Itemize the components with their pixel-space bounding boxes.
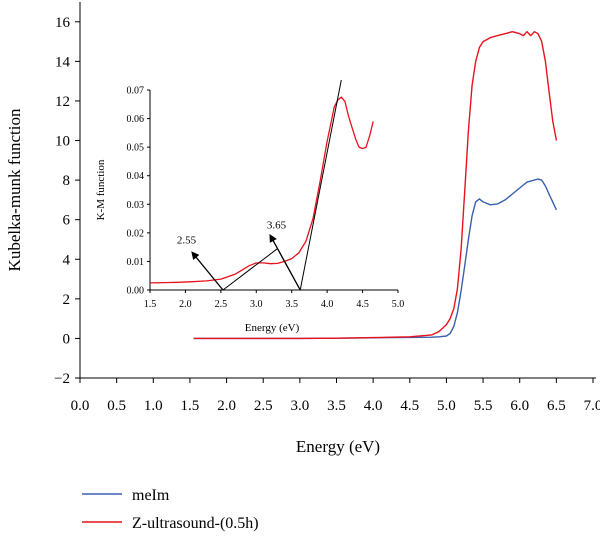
main-x-tick-label: 5.0 xyxy=(437,398,456,414)
main-x-tick-label: 4.0 xyxy=(364,398,383,414)
main-x-tick-label: 0.5 xyxy=(107,398,126,414)
main-y-tick-label: 4 xyxy=(63,252,71,268)
inset-x-ticks: 1.5 2.0 2.5 3.0 3.5 4.0 4.5 5.0 xyxy=(144,290,405,310)
main-x-tick-label: 2.5 xyxy=(254,398,273,414)
inset-y-tick-label: 0.03 xyxy=(127,200,145,211)
inset-x-tick-label: 2.5 xyxy=(215,299,228,310)
main-y-ticks: −2 0 2 4 6 8 10 12 14 16 xyxy=(54,15,80,387)
main-y-axis-label: Kubelka-munk function xyxy=(5,108,24,271)
main-x-tick-label: 5.5 xyxy=(474,398,493,414)
main-y-tick-label: 8 xyxy=(63,173,71,189)
inset-background xyxy=(150,90,398,290)
main-x-tick-label: 6.5 xyxy=(547,398,566,414)
main-y-tick-label: −2 xyxy=(54,371,70,387)
inset-tangent-line xyxy=(222,248,278,291)
inset-x-tick-label: 1.5 xyxy=(144,299,157,310)
main-y-tick-label: 10 xyxy=(55,134,70,150)
inset-y-tick-label: 0.01 xyxy=(127,257,145,268)
main-x-tick-label: 7.0 xyxy=(584,398,600,414)
main-x-tick-label: 4.5 xyxy=(400,398,419,414)
annotation-label: 3.65 xyxy=(267,219,287,231)
main-y-tick-label: 6 xyxy=(63,213,71,229)
main-y-tick-label: 0 xyxy=(63,331,71,347)
inset-y-tick-label: 0.04 xyxy=(127,171,145,182)
inset-x-tick-label: 4.0 xyxy=(321,299,334,310)
main-x-tick-label: 3.0 xyxy=(290,398,309,414)
main-x-tick-label: 3.5 xyxy=(327,398,346,414)
inset-x-tick-label: 3.0 xyxy=(250,299,263,310)
annotation-arrow xyxy=(191,251,224,291)
main-plot: 0.0 0.5 1.0 1.5 2.0 2.5 3.0 3.5 4.0 4.5 5.0 5.5 6.0 6… xyxy=(5,2,600,456)
main-x-tick-label: 1.5 xyxy=(181,398,200,414)
inset-x-tick-label: 3.5 xyxy=(285,299,298,310)
inset-series xyxy=(149,96,374,284)
inset-x-tick-label: 5.0 xyxy=(392,299,405,310)
main-y-tick-label: 14 xyxy=(55,54,71,70)
main-x-tick-label: 6.0 xyxy=(510,398,529,414)
series-line-z-ultrasound xyxy=(193,31,558,340)
main-series xyxy=(193,31,558,340)
inset-y-tick-label: 0.02 xyxy=(127,228,145,239)
inset-y-ticks: 0.00 0.01 0.02 0.03 0.04 0.05 0.06 0.07 xyxy=(127,86,150,297)
inset-x-tick-label: 2.0 xyxy=(179,299,192,310)
legend-label-meim: meIm xyxy=(132,487,170,504)
legend: meIm Z-ultrasound-(0.5h) xyxy=(82,487,259,532)
annotation-label: 2.55 xyxy=(177,235,197,247)
inset-plot: 1.5 2.0 2.5 3.0 3.5 4.0 4.5 5.0 0.000.010.020.0… xyxy=(95,79,405,334)
inset-tangent-line xyxy=(299,79,342,291)
inset-y-axis-label: K-M function xyxy=(95,159,107,220)
inset-y-tick-label: 0.06 xyxy=(127,114,145,125)
inset-y-tick-label: 0.07 xyxy=(127,86,145,97)
inset-annotations: 2.55 3.65 xyxy=(177,219,301,291)
main-x-tick-label: 2.0 xyxy=(217,398,236,414)
main-y-tick-label: 12 xyxy=(55,94,70,110)
legend-label-z-ultrasound: Z-ultrasound-(0.5h) xyxy=(132,515,259,532)
main-x-axis-label: Energy (eV) xyxy=(296,437,380,456)
main-x-tick-label: 1.0 xyxy=(144,398,163,414)
annotation-arrow xyxy=(269,233,301,291)
main-x-tick-label: 0.0 xyxy=(71,398,90,414)
main-y-tick-label: 2 xyxy=(63,292,71,308)
inset-y-tick-label: 0.05 xyxy=(127,143,145,154)
main-y-tick-label: 16 xyxy=(55,15,71,31)
inset-y-tick-label: 0.00 xyxy=(127,286,145,297)
inset-x-tick-label: 4.5 xyxy=(356,299,369,310)
inset-series-line xyxy=(149,96,374,284)
inset-x-axis-label: Energy (eV) xyxy=(245,322,300,334)
main-x-ticks: 0.0 0.5 1.0 1.5 2.0 2.5 3.0 3.5 4.0 4.5 5.0 5.5 6.0 6… xyxy=(71,378,600,414)
